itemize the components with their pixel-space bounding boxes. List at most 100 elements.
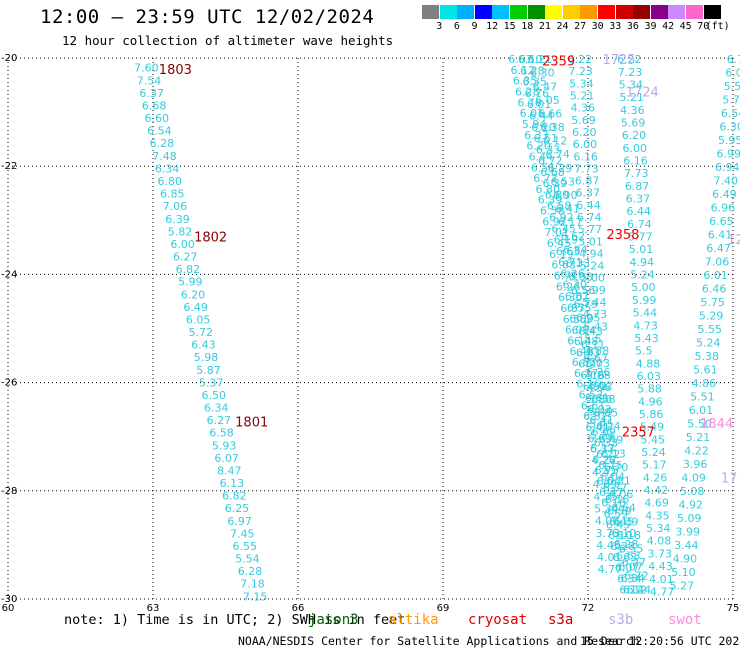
wave-height-value: 6.07 bbox=[618, 561, 643, 574]
wave-height-value: 6.45 bbox=[606, 518, 631, 531]
wave-height-value: 6.67 bbox=[583, 352, 608, 365]
wave-height-value: 4.94 bbox=[579, 247, 604, 260]
wave-height-value: 6.27 bbox=[207, 414, 232, 427]
wave-height-value: 7.48 bbox=[152, 150, 177, 163]
wave-height-value: 4.22 bbox=[684, 445, 709, 458]
wave-height-value: 6.02 bbox=[587, 403, 612, 416]
x-tick-label: 60 bbox=[2, 603, 15, 614]
wave-height-value: 6.87 bbox=[575, 175, 600, 188]
wave-height-value: 6.39 bbox=[614, 515, 639, 528]
colorbar-label: 3 bbox=[436, 21, 443, 32]
wave-height-value: 4.09 bbox=[681, 471, 706, 484]
wave-height-value: 6.28 bbox=[515, 86, 540, 99]
colorbar-swatch bbox=[615, 5, 633, 19]
colorbar-swatch bbox=[457, 5, 475, 19]
wave-height-value: 5.10 bbox=[671, 566, 696, 579]
wave-height-value: 6.16 bbox=[580, 369, 605, 382]
wave-height-value: 6.08 bbox=[568, 271, 593, 284]
wave-height-value: 4.96 bbox=[638, 395, 663, 408]
colorbar-swatch bbox=[598, 5, 615, 19]
wave-height-value: 6.00 bbox=[170, 238, 195, 251]
wave-height-value: 5.75 bbox=[700, 296, 725, 309]
wave-height-value: 6.48 bbox=[574, 335, 599, 348]
time-label: 17 bbox=[721, 471, 738, 486]
wave-height-value: 4.43 bbox=[596, 539, 621, 552]
wave-height-value: 6.46 bbox=[702, 283, 727, 296]
wave-height-value: 5.34 bbox=[594, 503, 619, 516]
wave-height-value: 6.34 bbox=[617, 572, 642, 585]
wave-height-value: 5.86 bbox=[639, 408, 664, 421]
wave-height-value: 6.01 bbox=[527, 98, 552, 111]
wave-height-value: 7.23 bbox=[568, 65, 593, 78]
wave-height-value: 5.17 bbox=[642, 459, 667, 472]
wave-height-value: 7.73 bbox=[624, 167, 649, 180]
colorbar-swatch bbox=[474, 5, 492, 19]
wave-height-value: 6.20 bbox=[526, 140, 551, 153]
wave-height-value: 6.39 bbox=[542, 177, 567, 190]
wave-height-value: 6.44 bbox=[626, 205, 651, 218]
wave-height-value: 6.76 bbox=[517, 96, 542, 109]
wave-height-value: 6.11 bbox=[581, 339, 606, 352]
wave-height-value: 5.24 bbox=[590, 430, 615, 443]
wave-height-value: 6.85 bbox=[594, 407, 619, 420]
time-label: 1725 bbox=[603, 53, 636, 68]
colorbar-label: 24 bbox=[556, 21, 569, 32]
wave-height-value: 5.43 bbox=[634, 332, 659, 345]
wave-height-value: 6.52 bbox=[583, 380, 608, 393]
wave-height-value: 5.21 bbox=[686, 431, 711, 444]
wave-height-value: 5.93 bbox=[212, 439, 237, 452]
colorbar-swatch bbox=[492, 5, 510, 19]
colorbar-label: 6 bbox=[453, 21, 460, 32]
wave-height-value: 7.60 bbox=[134, 62, 159, 75]
wave-height-value: 5.88 bbox=[637, 383, 662, 396]
wave-height-value: 5.98 bbox=[194, 351, 219, 364]
wave-height-value: 4.36 bbox=[620, 104, 645, 117]
colorbar-label: 9 bbox=[471, 21, 478, 32]
time-label: 1803 bbox=[159, 63, 192, 78]
wave-height-value: 6.13 bbox=[601, 447, 626, 460]
wave-height-value: 6.62 bbox=[561, 230, 586, 243]
wave-height-value: 5.24 bbox=[580, 260, 605, 273]
wave-height-value: 6.84 bbox=[563, 243, 588, 256]
wave-height-value: 6.29 bbox=[548, 162, 573, 175]
wave-height-value: 4.42 bbox=[592, 466, 617, 479]
wave-height-value: 6.20 bbox=[572, 126, 597, 139]
time-label: 2359 bbox=[542, 55, 575, 70]
wave-height-value: 5.34 bbox=[569, 77, 594, 90]
wave-height-value: 6.04 bbox=[597, 475, 622, 488]
wave-height-value: 7.23 bbox=[618, 66, 643, 79]
time-label: 12 bbox=[727, 233, 740, 248]
wave-height-value: 6.16 bbox=[601, 497, 626, 510]
wave-height-value: 6.79 bbox=[573, 298, 598, 311]
wave-height-value: 6.33 bbox=[590, 443, 615, 456]
wave-height-value: 6.92 bbox=[542, 215, 567, 228]
wave-height-value: 6.21 bbox=[528, 53, 553, 66]
x-tick-label: 69 bbox=[437, 603, 450, 614]
wave-height-value: 5.08 bbox=[680, 485, 705, 498]
wave-height-value: 5.94 bbox=[522, 118, 547, 131]
colorbar-swatch bbox=[510, 5, 527, 19]
wave-height-value: 6.72 bbox=[538, 155, 563, 168]
wave-height-value: 4.26 bbox=[643, 471, 668, 484]
wave-height-value: 6.82 bbox=[222, 490, 247, 503]
wave-height-value: 6.41 bbox=[589, 414, 614, 427]
wave-height-value: 6.74 bbox=[627, 218, 652, 231]
mission-s3a: s3a bbox=[548, 612, 574, 628]
wave-height-value: 5.24 bbox=[630, 269, 655, 282]
wave-height-value: 6.26 bbox=[556, 280, 581, 293]
wave-height-value: 6.72 bbox=[533, 172, 558, 185]
wave-height-value: 6.33 bbox=[566, 257, 591, 270]
wave-height-value: 6.87 bbox=[625, 180, 650, 193]
wave-height-value: 5.55 bbox=[697, 323, 722, 336]
wave-height-value: 6.17 bbox=[558, 216, 583, 229]
y-tick-label: -26 bbox=[1, 378, 17, 389]
wave-height-value: 6.80 bbox=[545, 188, 570, 201]
colorbar-label: 30 bbox=[591, 21, 604, 32]
wave-height-value: 6.41 bbox=[556, 203, 581, 216]
wave-height-value: 6.99 bbox=[716, 148, 740, 161]
wave-height-value: 6.28 bbox=[238, 565, 263, 578]
wave-height-value: 7.06 bbox=[705, 256, 730, 269]
wave-height-value: 6.71 bbox=[554, 269, 579, 282]
wave-height-value: 6.58 bbox=[540, 205, 565, 218]
